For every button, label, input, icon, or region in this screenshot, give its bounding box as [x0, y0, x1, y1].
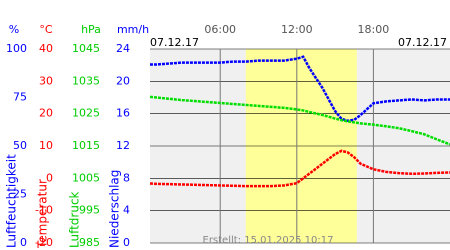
y-tick-label: 24 — [116, 42, 130, 55]
y-tick-label: 40 — [39, 42, 53, 55]
y-tick-label: 25 — [13, 188, 27, 201]
y-tick-label: 1035 — [72, 74, 100, 87]
data-line — [150, 55, 450, 123]
x-tick-label: 12:00 — [281, 23, 313, 36]
axis-unit: °C — [39, 23, 53, 36]
x-tick-label: 06:00 — [204, 23, 236, 36]
y-tick-label: 20 — [39, 107, 53, 120]
date-left: 07.12.17 — [150, 36, 199, 49]
y-tick-label: 16 — [116, 107, 130, 120]
axis-unit: hPa — [81, 23, 101, 36]
y-tick-label: 1025 — [72, 107, 100, 120]
y-tick-label: 0 — [46, 171, 53, 184]
y-tick-label: 8 — [123, 171, 130, 184]
axis-title: Luftdruck — [68, 191, 82, 248]
y-tick-label: 0 — [123, 236, 130, 249]
date-right: 07.12.17 — [398, 36, 447, 49]
y-tick-label: 1045 — [72, 42, 100, 55]
axis-title: Luftfeuchtigkeit — [5, 154, 19, 248]
y-tick-label: 1015 — [72, 139, 100, 152]
y-tick-label: 20 — [116, 74, 130, 87]
y-tick-label: 50 — [13, 139, 27, 152]
y-tick-label: 1005 — [72, 171, 100, 184]
axis-unit: % — [9, 23, 19, 36]
x-tick-label: 18:00 — [358, 23, 390, 36]
y-tick-label: -20 — [35, 236, 53, 249]
data-line — [149, 95, 450, 146]
y-tick-label: 10 — [39, 139, 53, 152]
y-tick-label: -10 — [35, 204, 53, 217]
created-note: Erstellt: 15.01.2025 10:17 — [203, 235, 334, 246]
y-tick-label: 30 — [39, 74, 53, 87]
y-tick-label: 100 — [6, 42, 27, 55]
y-tick-label: 4 — [123, 204, 130, 217]
axis-title: Temperatur — [36, 179, 50, 249]
axis-title: Niederschlag — [108, 170, 122, 248]
y-tick-label: 0 — [20, 236, 27, 249]
axis-unit: mm/h — [117, 23, 149, 36]
y-tick-label: 12 — [116, 139, 130, 152]
y-tick-label: 995 — [79, 204, 100, 217]
y-tick-label: 75 — [13, 91, 27, 104]
y-tick-label: 985 — [79, 236, 100, 249]
